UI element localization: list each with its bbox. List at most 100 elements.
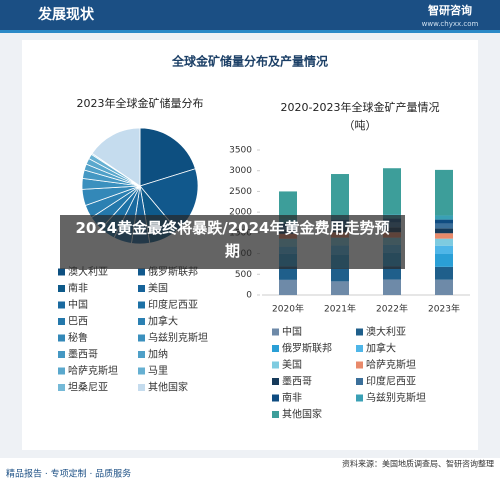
legend-label: 墨西哥 xyxy=(282,376,312,388)
bar-segment xyxy=(383,266,401,280)
x-tick-label: 2022年 xyxy=(376,303,408,315)
legend-swatch xyxy=(272,361,279,369)
bar-segment xyxy=(435,279,453,295)
footer-bar xyxy=(0,458,500,493)
overlay-text: 2024黄金最终将暴跌/2024年黄金费用走势预期 xyxy=(75,219,390,260)
bar-segment xyxy=(435,228,453,234)
pie-slice xyxy=(91,127,141,187)
legend-label: 中国 xyxy=(282,325,302,338)
legend-swatch xyxy=(272,328,279,336)
legend-label: 俄罗斯联邦 xyxy=(282,342,332,355)
legend-swatch xyxy=(138,301,145,309)
bar-segment xyxy=(331,268,349,282)
y-tick-label: 0 xyxy=(246,291,252,301)
legend-label: 印度尼西亚 xyxy=(366,375,416,388)
y-tick-label: 2000 xyxy=(229,208,252,218)
legend-swatch xyxy=(356,394,363,402)
legend-swatch xyxy=(138,367,145,375)
x-tick-label: 2021年 xyxy=(324,303,356,315)
overlay-band xyxy=(60,215,405,269)
legend-label: 乌兹别克斯坦 xyxy=(366,391,426,404)
legend-label: 南非 xyxy=(282,391,302,404)
panel-title: 全球金矿储量分布及产量情况 xyxy=(171,54,328,69)
legend-label: 其他国家 xyxy=(282,408,322,421)
bar-segment xyxy=(279,266,297,280)
bar-subtitle: （吨） xyxy=(344,119,377,132)
bar-segment xyxy=(383,168,401,215)
legend-swatch xyxy=(272,411,279,418)
legend-label: 乌兹别克斯坦 xyxy=(148,331,208,344)
legend-swatch xyxy=(138,318,145,325)
bar-segment xyxy=(279,279,297,295)
legend-swatch xyxy=(272,394,279,402)
x-tick-label: 2023年 xyxy=(428,303,460,315)
legend-swatch xyxy=(138,384,145,391)
legend-swatch xyxy=(272,345,279,352)
bar-segment xyxy=(435,253,453,267)
legend-label: 哈萨克斯坦 xyxy=(68,364,118,377)
legend-swatch xyxy=(138,334,145,342)
bar-segment xyxy=(331,174,349,216)
legend-label: 哈萨克斯坦 xyxy=(366,358,416,371)
legend-swatch xyxy=(138,351,145,358)
pie-title: 2023年全球金矿储量分布 xyxy=(77,96,204,110)
legend-swatch xyxy=(58,384,65,391)
bar-segment xyxy=(383,279,401,295)
legend-label: 坦桑尼亚 xyxy=(68,381,108,394)
bar-segment xyxy=(435,215,453,220)
bar-segment xyxy=(435,233,453,239)
overlay: 2024黄金最终将暴跌/2024年黄金费用走势预期 xyxy=(75,219,390,260)
legend-label: 澳大利亚 xyxy=(366,325,406,338)
legend-label: 印度尼西亚 xyxy=(148,298,198,311)
legend-swatch xyxy=(356,328,363,336)
legend-swatch xyxy=(58,367,65,375)
y-tick-label: 2500 xyxy=(229,187,252,197)
legend-label: 中国 xyxy=(68,298,88,311)
y-tick-label: 3500 xyxy=(229,146,252,156)
header-title: 发展现状 xyxy=(37,6,95,23)
y-tick-label: 3000 xyxy=(229,166,252,176)
legend-label: 美国 xyxy=(148,282,168,295)
legend-swatch xyxy=(58,318,65,325)
legend-label: 美国 xyxy=(282,358,302,371)
header-bar xyxy=(0,0,500,30)
bar-segment xyxy=(435,169,453,216)
legend-label: 墨西哥 xyxy=(68,349,98,361)
legend-label: 加拿大 xyxy=(366,342,396,355)
bar-segment xyxy=(435,223,453,229)
legend-swatch xyxy=(58,334,65,342)
legend-label: 其他国家 xyxy=(148,381,188,394)
legend-swatch xyxy=(272,378,279,385)
legend-swatch xyxy=(356,345,363,352)
footer-left: 精品报告 · 专项定制 · 品质服务 xyxy=(6,468,131,480)
bar-segment xyxy=(435,266,453,280)
legend-swatch xyxy=(138,285,145,292)
bar-segment xyxy=(279,191,297,219)
bar-segment xyxy=(435,245,453,254)
legend-swatch xyxy=(58,351,65,358)
legend-swatch xyxy=(58,285,65,292)
bar-title: 2020-2023年全球金矿产量情况 xyxy=(281,100,440,114)
x-tick-label: 2020年 xyxy=(272,303,304,315)
legend-label: 巴西 xyxy=(68,316,88,328)
legend-swatch xyxy=(58,268,65,276)
url: www.chyxx.com xyxy=(422,20,479,28)
brand: 智研咨询 xyxy=(428,3,472,17)
legend-swatch xyxy=(356,361,363,369)
legend-label: 秘鲁 xyxy=(68,331,88,344)
legend-swatch xyxy=(58,301,65,309)
legend-label: 马里 xyxy=(148,365,168,377)
pie-slice xyxy=(139,127,196,187)
legend-label: 南非 xyxy=(68,282,88,295)
legend-label: 加纳 xyxy=(148,348,168,361)
legend-label: 加拿大 xyxy=(148,315,178,328)
bar-segment xyxy=(435,219,453,224)
header-line xyxy=(0,30,500,33)
bar-segment xyxy=(331,281,349,295)
y-tick-label: 500 xyxy=(235,270,252,280)
legend-swatch xyxy=(138,268,145,276)
footer-source: 资料来源：美国地质调查局、智研咨询整理 xyxy=(342,459,494,469)
legend-swatch xyxy=(356,378,363,385)
bar-segment xyxy=(435,238,453,246)
